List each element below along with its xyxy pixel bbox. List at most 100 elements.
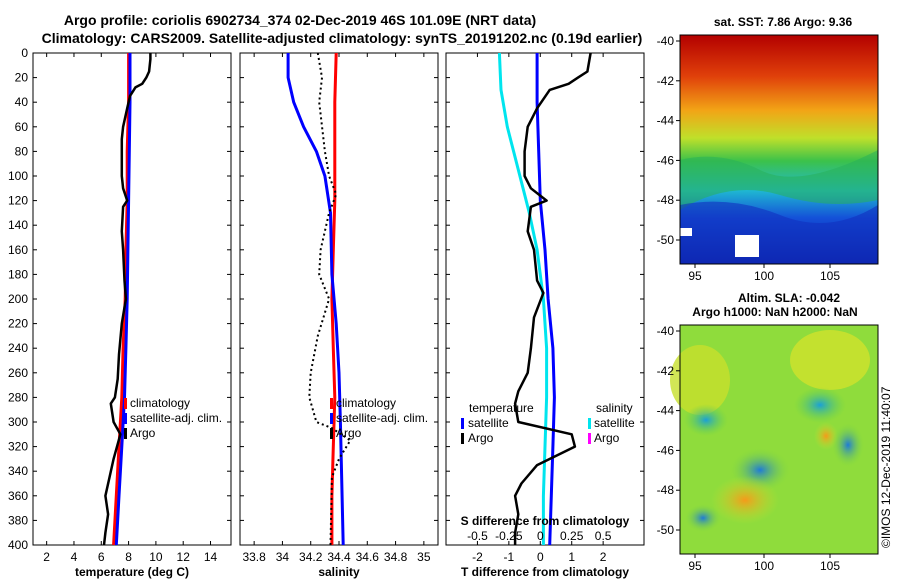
secondary-x-tick-label: -0.5 xyxy=(467,529,488,543)
legend-swatch xyxy=(588,418,591,429)
x-tick-label: 14 xyxy=(204,550,218,564)
x-axis-label: salinity xyxy=(318,565,360,579)
depth-tick-label: 320 xyxy=(8,440,28,454)
legend-label: satellite-adj. clim. xyxy=(130,411,222,425)
legend-title-temperature: temperature xyxy=(469,401,534,415)
sla-map-subtitle: Argo h1000: NaN h2000: NaN xyxy=(692,305,857,319)
series-line-argo xyxy=(308,52,352,546)
x-tick-label: 34.2 xyxy=(299,550,323,564)
sla-eddy xyxy=(814,422,838,450)
series-line-s-satellite xyxy=(497,52,549,545)
legend-title-salinity: salinity xyxy=(596,401,633,415)
depth-tick-label: 80 xyxy=(15,144,29,158)
x-tick-label: 2 xyxy=(43,550,50,564)
plot-frame xyxy=(239,52,439,546)
series-line-climatology xyxy=(330,52,338,545)
x-tick-label: 10 xyxy=(149,550,163,564)
x-tick-label: 1 xyxy=(568,550,575,564)
map-latitude-label: -40 xyxy=(657,34,675,48)
depth-tick-label: 360 xyxy=(8,489,28,503)
depth-tick-label: 140 xyxy=(8,218,28,232)
legend-swatch xyxy=(330,413,333,424)
x-tick-label: 2 xyxy=(600,550,607,564)
legend-swatch xyxy=(461,418,464,429)
legend-swatch xyxy=(330,398,333,409)
depth-tick-label: 220 xyxy=(8,317,28,331)
imos-credit: ©IMOS 12-Dec-2019 11:40:07 xyxy=(879,386,893,548)
map-longitude-label: 100 xyxy=(754,269,774,283)
map-latitude-label: -48 xyxy=(657,483,675,497)
figure-title-line1: Argo profile: coriolis 6902734_374 02-De… xyxy=(64,12,536,28)
x-tick-label: 34.6 xyxy=(356,550,380,564)
series-line-t-satellite xyxy=(535,53,556,546)
legend-label: climatology xyxy=(336,396,396,410)
legend-label: satellite xyxy=(468,416,509,430)
secondary-x-tick-label: -0.25 xyxy=(495,529,523,543)
sla-eddy xyxy=(790,330,870,390)
sla-map xyxy=(670,324,879,555)
depth-tick-label: 0 xyxy=(21,46,28,60)
depth-tick-label: 280 xyxy=(8,390,28,404)
map-latitude-label: -46 xyxy=(657,153,675,167)
x-tick-label: 12 xyxy=(177,550,191,564)
figure-title-line2: Climatology: CARS2009. Satellite-adjuste… xyxy=(42,30,643,46)
sst-cold-water xyxy=(680,201,878,264)
temperature-profile-panel: 0 20 40 60 80 100 120 140 160 180 200 220 240 260 280 3… xyxy=(8,46,232,579)
sla-eddy xyxy=(670,345,730,415)
legend-swatch xyxy=(330,428,333,439)
legend-label: Argo xyxy=(594,431,620,445)
series-line-argo xyxy=(102,53,152,546)
sst-map-frame xyxy=(679,34,879,265)
map-longitude-label: 105 xyxy=(820,269,840,283)
depth-tick-label: 40 xyxy=(15,95,29,109)
depth-tick-label: 400 xyxy=(8,538,28,552)
secondary-x-axis-label: S difference from climatology xyxy=(461,514,630,528)
sla-map-frame xyxy=(679,324,879,555)
depth-tick-label: 160 xyxy=(8,243,28,257)
x-tick-label: 34 xyxy=(276,550,290,564)
depth-tick-label: 340 xyxy=(8,464,28,478)
map-longitude-label: 100 xyxy=(754,559,774,573)
sla-map-title: Altim. SLA: -0.042 xyxy=(738,291,840,305)
sla-eddy xyxy=(711,476,779,524)
x-tick-label: 34.4 xyxy=(327,550,351,564)
depth-tick-label: 260 xyxy=(8,366,28,380)
map-longitude-label: 105 xyxy=(820,559,840,573)
depth-tick-label: 380 xyxy=(8,513,28,527)
x-tick-label: 0 xyxy=(537,550,544,564)
x-tick-label: 35 xyxy=(417,550,431,564)
x-tick-label: -2 xyxy=(472,550,483,564)
secondary-x-tick-label: 0.25 xyxy=(560,529,584,543)
map-latitude-label: -48 xyxy=(657,193,675,207)
x-axis-label: temperature (deg C) xyxy=(75,565,189,579)
legend-label: satellite xyxy=(594,416,635,430)
depth-tick-label: 120 xyxy=(8,194,28,208)
map-latitude-label: -44 xyxy=(657,114,675,128)
depth-tick-label: 180 xyxy=(8,267,28,281)
sla-eddy xyxy=(684,404,728,436)
sla-map-axes: -40 -42 -44 -46 -48 -50 95 100 105 xyxy=(657,324,841,573)
map-latitude-label: -50 xyxy=(657,523,675,537)
difference-profile-panel: -2 -1 0 1 2T difference from climatology temp… xyxy=(445,52,645,579)
legend-swatch xyxy=(124,428,127,439)
depth-tick-label: 100 xyxy=(8,169,28,183)
map-latitude-label: -50 xyxy=(657,233,675,247)
sst-cloud-gap xyxy=(680,228,692,236)
x-tick-label: 34.8 xyxy=(384,550,408,564)
legend-swatch xyxy=(588,433,591,444)
x-tick-label: 4 xyxy=(71,550,78,564)
x-tick-label: 6 xyxy=(98,550,105,564)
series-line-t-argo xyxy=(513,52,592,545)
depth-tick-label: 200 xyxy=(8,292,28,306)
map-longitude-label: 95 xyxy=(688,559,702,573)
salinity-profile-panel: 33.8 34 34.2 34.4 34.6 34.8 35 salinity climatol… xyxy=(239,52,439,579)
x-tick-label: 33.8 xyxy=(242,550,266,564)
map-latitude-label: -40 xyxy=(657,324,675,338)
sla-eddy xyxy=(832,423,864,467)
sst-front-band xyxy=(680,150,878,210)
legend-swatch xyxy=(124,398,127,409)
x-axis-label: T difference from climatology xyxy=(461,565,629,579)
depth-tick-label: 60 xyxy=(15,120,29,134)
legend-label: Argo xyxy=(130,426,156,440)
map-latitude-label: -42 xyxy=(657,74,675,88)
